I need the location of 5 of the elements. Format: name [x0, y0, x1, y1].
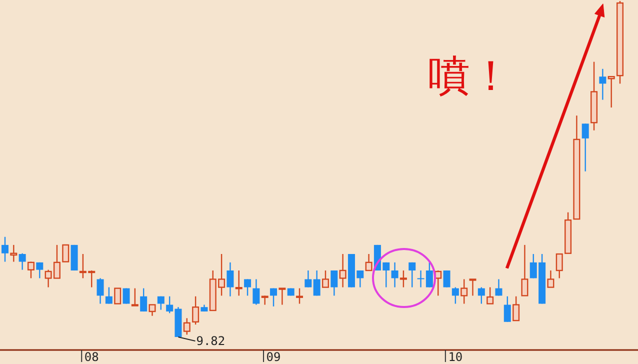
x-tick-label: 09	[266, 350, 281, 364]
x-tick-label: 10	[448, 350, 463, 364]
x-tick-label: 08	[84, 350, 99, 364]
annotation: 9.82	[196, 334, 226, 348]
annotation: 噴！	[428, 51, 512, 100]
